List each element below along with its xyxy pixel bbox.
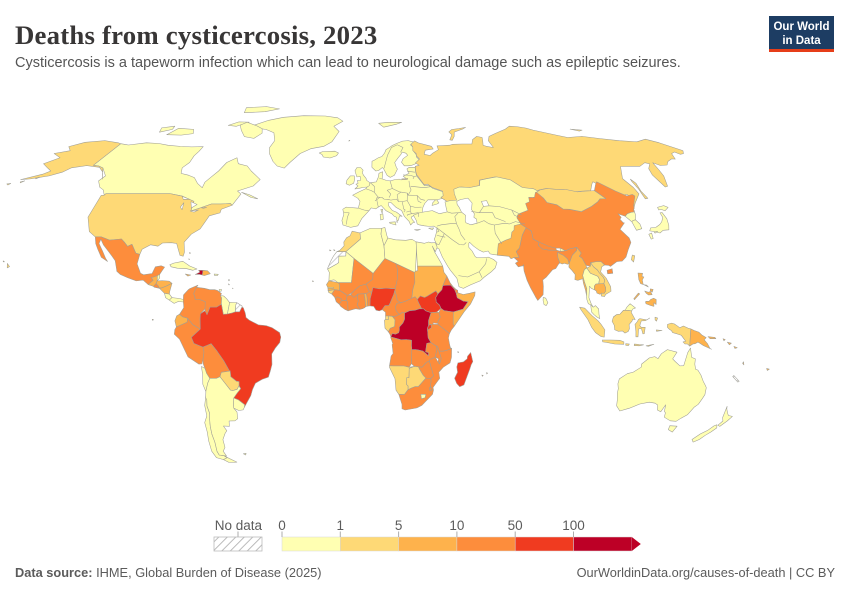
svg-text:1: 1 [337,518,345,533]
svg-text:100: 100 [562,518,585,533]
svg-text:No data: No data [215,518,263,533]
svg-text:5: 5 [395,518,403,533]
svg-text:10: 10 [449,518,464,533]
svg-text:50: 50 [508,518,523,533]
svg-text:0: 0 [278,518,286,533]
